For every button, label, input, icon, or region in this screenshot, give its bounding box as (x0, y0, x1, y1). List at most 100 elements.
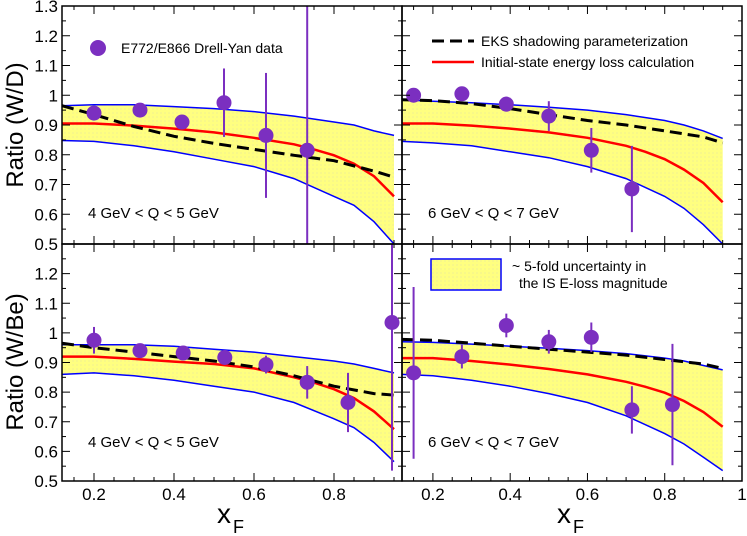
band-lower-edge (62, 139, 395, 244)
panel-top-right (402, 6, 742, 244)
panel-frames (61, 5, 743, 482)
y-tick-label: 0.8 (34, 383, 58, 402)
y-tick-label: 0.5 (34, 472, 58, 491)
data-point (454, 86, 470, 102)
uncertainty-band (62, 104, 394, 244)
data-point (406, 87, 422, 103)
y-tick-label: 0.8 (34, 146, 58, 165)
panel-0-plot (62, 6, 395, 244)
data-point (498, 317, 514, 333)
eks-line (402, 337, 724, 370)
data-point (132, 343, 148, 359)
data-point (216, 95, 232, 111)
y-tick-label: 1.1 (34, 57, 58, 76)
panel-frame (401, 243, 743, 482)
data-point (86, 332, 102, 348)
data-point (217, 349, 233, 365)
legend-eks-label: EKS shadowing parameterization (481, 33, 688, 49)
data-point (258, 127, 274, 143)
legend-calc: Initial-state energy loss calculation (432, 54, 694, 70)
calc-line (402, 122, 724, 204)
x-tick-label: 1 (737, 485, 746, 504)
panel-2-plot (62, 244, 400, 471)
eks-line (62, 104, 395, 179)
uncertainty-band (402, 99, 723, 244)
annotation-top-right: 6 GeV < Q < 7 GeV (428, 205, 559, 222)
x-tick-label: 0.2 (421, 485, 445, 504)
y-tick-label: 1.3 (34, 0, 58, 16)
panel-bottom-right (402, 244, 742, 481)
xlabel-left-sub: F (233, 517, 244, 536)
band-lower-edge (62, 372, 395, 463)
ylabel-bottom: Ratio (W/Be) (2, 293, 29, 430)
xlabel-right-sub: F (573, 517, 584, 536)
uncertainty-band (402, 341, 723, 471)
data-point (175, 345, 191, 361)
panel-top-left (62, 6, 402, 244)
data-point (86, 105, 102, 121)
xlabel-left-main: x (217, 498, 231, 529)
y-tick-label: 0.7 (34, 176, 58, 195)
legend-data-marker (90, 40, 106, 56)
eks-line (62, 341, 395, 397)
data-point (541, 334, 557, 350)
band-upper-edge (62, 104, 395, 137)
data-point (454, 349, 470, 365)
data-point (624, 402, 640, 418)
data-point (406, 365, 422, 381)
data-point (624, 181, 640, 197)
y-tick-label: 1 (49, 86, 58, 105)
panel-bottom-left (62, 244, 402, 481)
legend-data: E772/E866 Drell-Yan data (90, 40, 283, 56)
legend-eks: EKS shadowing parameterization (432, 33, 688, 49)
legend-data-label: E772/E866 Drell-Yan data (121, 40, 283, 56)
y-tick-label: 0.6 (34, 205, 58, 224)
band-lower-edge (402, 140, 724, 244)
tick-labels: 0.5 0.6 0.7 0.8 0.9 1 1.1 1.2 1.3 0.5 0.6 0.7 0.8 0.9… (34, 0, 746, 504)
band-lower-edge (402, 373, 724, 472)
x-tick-label: 0.8 (322, 485, 346, 504)
legend-band-line1: ~ 5-fold uncertainty in (512, 258, 646, 274)
data-point (340, 394, 356, 410)
x-tick-label: 0.4 (162, 485, 186, 504)
y-tick-label: 0.5 (34, 235, 58, 254)
legend-band: ~ 5-fold uncertainty in the IS E-loss ma… (430, 258, 668, 291)
y-tick-label: 1.2 (34, 27, 58, 46)
y-tick-label: 0.7 (34, 413, 58, 432)
y-tick-label: 1 (49, 324, 58, 343)
y-tick-label: 0.6 (34, 442, 58, 461)
x-tick-label: 0.2 (82, 485, 106, 504)
x-tick-label: 0.6 (242, 485, 266, 504)
data-point (541, 108, 557, 124)
data-point (132, 102, 148, 118)
annotation-bottom-right: 6 GeV < Q < 7 GeV (428, 434, 559, 451)
data-point (583, 329, 599, 345)
x-tick-label: 0.4 (498, 485, 522, 504)
data-point (299, 142, 315, 158)
y-tick-label: 0.9 (34, 116, 58, 135)
data-point (498, 96, 514, 112)
y-tick-label: 0.9 (34, 354, 58, 373)
xlabel-left: x F (217, 498, 244, 536)
panel-1-plot (402, 86, 724, 244)
y-tick-label: 1.1 (34, 294, 58, 313)
xlabel-right-main: x (557, 498, 571, 529)
legend-calc-label: Initial-state energy loss calculation (481, 54, 694, 70)
legend-band-swatch (430, 258, 502, 291)
data-point (258, 357, 274, 373)
ylabel-top: Ratio (W/D) (2, 62, 29, 187)
annotation-top-left: 4 GeV < Q < 5 GeV (88, 205, 219, 222)
panel-0-ticks (62, 6, 402, 244)
data-point (174, 114, 190, 130)
y-tick-label: 1.2 (34, 265, 58, 284)
legend-band-line2: the IS E-loss magnitude (519, 275, 668, 291)
uncertainty-band (62, 344, 394, 462)
xlabel-right: x F (557, 498, 584, 536)
eks-line (402, 98, 724, 145)
annotation-bottom-left: 4 GeV < Q < 5 GeV (88, 434, 219, 451)
data-point (384, 315, 400, 331)
panel-3-plot (402, 286, 724, 472)
x-tick-label: 0.8 (653, 485, 677, 504)
calc-line (62, 355, 395, 431)
